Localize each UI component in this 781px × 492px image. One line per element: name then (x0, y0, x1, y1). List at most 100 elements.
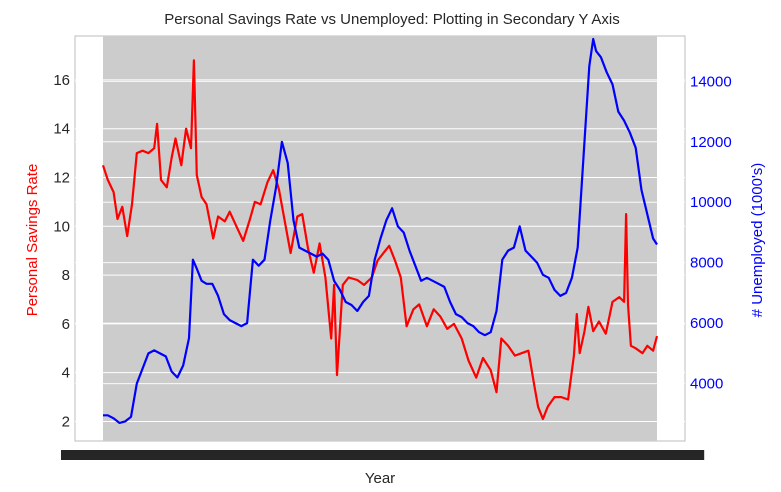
x-tick-label (651, 450, 654, 460)
x-tick-label (363, 450, 366, 460)
x-tick-label (405, 450, 408, 460)
x-tick-label (591, 450, 594, 460)
x-tick-label (102, 450, 105, 460)
x-tick-label (328, 450, 332, 460)
x-tick-label (487, 450, 491, 460)
x-tick-label (258, 450, 261, 460)
x-tick-label (281, 450, 284, 460)
x-tick-label (320, 450, 324, 460)
chart-title: Personal Savings Rate vs Unemployed: Plo… (164, 11, 620, 28)
left-gridlines (75, 79, 685, 422)
x-tick-label (381, 450, 384, 460)
x-tick-label (595, 450, 598, 460)
x-tick-label (597, 450, 600, 460)
x-tick-label (233, 450, 236, 460)
x-tick-label (254, 450, 258, 460)
x-tick-label (219, 450, 222, 460)
x-tick-label (476, 450, 479, 460)
x-tick-label (608, 450, 612, 460)
x-tick-label (430, 450, 434, 460)
x-tick-label (184, 450, 187, 460)
x-tick-label (111, 450, 114, 460)
x-tick-label (168, 450, 171, 460)
x-tick-label (587, 450, 590, 460)
x-tick-label (202, 450, 205, 460)
x-tick-label (490, 450, 493, 460)
x-tick-label (589, 450, 593, 460)
x-tick-label (161, 450, 165, 460)
x-tick-label (314, 450, 317, 460)
x-tick-label (661, 450, 664, 460)
x-tick-label (663, 450, 667, 460)
x-tick-label (684, 450, 687, 460)
x-tick-label (143, 450, 147, 460)
x-tick-label (533, 450, 537, 460)
x-tick-label (378, 450, 381, 460)
x-tick-label (375, 450, 379, 460)
x-tick-label (406, 450, 409, 460)
x-tick-label (424, 450, 427, 460)
x-tick-label (546, 450, 549, 460)
x-tick-label (580, 450, 584, 460)
x-tick-label (509, 450, 512, 460)
x-tick-label (633, 450, 636, 460)
x-tick-label (287, 450, 290, 460)
x-tick-label (74, 450, 77, 460)
x-tick-label (338, 450, 342, 460)
x-tick-label (129, 450, 132, 460)
x-tick-label (235, 450, 239, 460)
x-tick-label (106, 450, 110, 460)
x-tick-label (243, 450, 246, 460)
x-tick-label (397, 450, 400, 460)
x-tick-label (89, 450, 92, 460)
x-tick-label (165, 450, 168, 460)
x-tick-label (576, 450, 579, 460)
x-tick-label (279, 450, 282, 460)
x-tick-label (362, 450, 365, 460)
x-tick-label (333, 450, 336, 460)
x-tick-label (665, 450, 668, 460)
x-tick-label (372, 450, 375, 460)
x-tick-label (427, 450, 430, 460)
x-tick-label (195, 450, 198, 460)
x-tick-label (297, 450, 300, 460)
x-tick-label (220, 450, 223, 460)
x-tick-label (468, 450, 472, 460)
x-tick-label (457, 450, 460, 460)
x-tick-label (275, 450, 278, 460)
x-tick-label (521, 450, 524, 460)
x-tick-label (410, 450, 413, 460)
x-tick-label (196, 450, 199, 460)
x-tick-label (536, 450, 539, 460)
x-tick-label (377, 450, 380, 460)
x-tick-label (678, 450, 681, 460)
x-tick-label (658, 450, 661, 460)
x-tick-label (657, 450, 660, 460)
x-tick-label (681, 450, 685, 460)
x-tick-label (308, 450, 311, 460)
x-tick-label (616, 450, 620, 460)
x-tick-label (101, 450, 104, 460)
x-tick-label (368, 450, 371, 460)
x-tick-label (696, 450, 699, 460)
x-tick-label (656, 450, 659, 460)
x-tick-label (133, 450, 137, 460)
x-tick-label (260, 450, 263, 460)
right-tick-label: 4000 (690, 376, 723, 393)
x-tick-label (496, 450, 500, 460)
x-tick-label (511, 450, 514, 460)
x-tick-label (215, 450, 218, 460)
x-tick-label (347, 450, 351, 460)
x-tick-label (63, 450, 66, 460)
x-tick-label (583, 450, 586, 460)
x-tick-label (147, 450, 150, 460)
x-tick-label (699, 450, 702, 460)
x-tick-label (93, 450, 96, 460)
x-tick-label (288, 450, 291, 460)
x-tick-label (552, 450, 556, 460)
x-tick-label (127, 450, 130, 460)
x-tick-label (360, 450, 363, 460)
x-tick-label (198, 450, 202, 460)
x-tick-label (695, 450, 698, 460)
x-tick-label (121, 450, 124, 460)
